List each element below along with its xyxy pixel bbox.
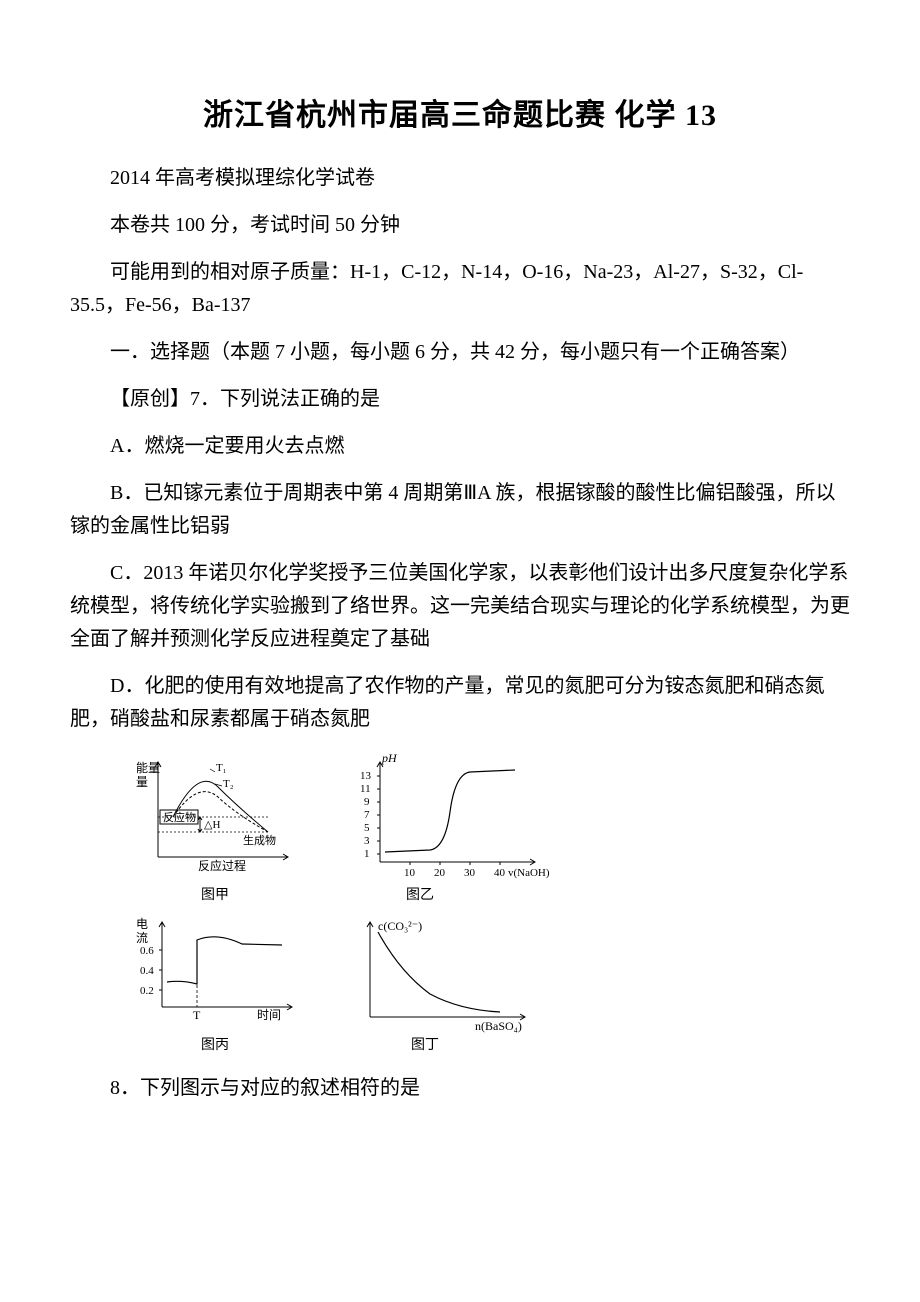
chart-jia-deltaH: △H	[204, 819, 220, 831]
svg-text:30: 30	[464, 867, 476, 879]
svg-text:3: 3	[364, 835, 370, 847]
chart-jia-t2: T₂	[223, 778, 234, 790]
svg-text:0.4: 0.4	[140, 965, 154, 977]
chart-ding: c(CO₃²⁻) n(BaSO₄) 图丁	[350, 914, 550, 1054]
exam-info-line2: 本卷共 100 分，考试时间 50 分钟	[70, 209, 850, 242]
chart-yi: pH 1 3 5 7 9 11 13 10	[350, 754, 550, 904]
chart-jia-t1: T₁	[216, 762, 227, 774]
chart-row-2: 电 流 0.2 0.4 0.6 T 时间	[130, 914, 850, 1054]
svg-text:0.2: 0.2	[140, 985, 154, 997]
chart-jia-xlabel: 反应过程	[198, 858, 246, 873]
svg-text:流: 流	[136, 931, 148, 945]
chart-bing-T: T	[193, 1008, 201, 1022]
svg-text:5: 5	[364, 822, 370, 834]
chart-yi-ylabel: pH	[381, 754, 398, 765]
chart-row-1: 能量 量 反应物 △H	[130, 754, 850, 904]
svg-text:13: 13	[360, 770, 372, 782]
svg-text:1: 1	[364, 848, 370, 860]
chart-yi-svg: pH 1 3 5 7 9 11 13 10	[350, 754, 550, 884]
chart-yi-xticks: 10 20 30 40	[404, 862, 506, 879]
svg-text:电: 电	[136, 917, 148, 931]
chart-bing-svg: 电 流 0.2 0.4 0.6 T 时间	[130, 914, 300, 1034]
section-1-heading: 一．选择题（本题 7 小题，每小题 6 分，共 42 分，每小题只有一个正确答案…	[70, 336, 850, 369]
chart-ding-xlabel: n(BaSO₄)	[475, 1019, 522, 1033]
charts-grid: 能量 量 反应物 △H	[130, 754, 850, 1054]
doc-title: 浙江省杭州市届高三命题比赛 化学 13	[70, 90, 850, 134]
chart-jia-products: 生成物	[243, 833, 276, 847]
chart-jia-ylabel: 能量	[136, 761, 160, 775]
question-8: 8．下列图示与对应的叙述相符的是	[70, 1072, 850, 1105]
question-7: 【原创】7．下列说法正确的是	[70, 383, 850, 416]
document-page: 浙江省杭州市届高三命题比赛 化学 13 2014 年高考模拟理综化学试卷 本卷共…	[0, 0, 920, 1179]
chart-ding-svg: c(CO₃²⁻) n(BaSO₄)	[350, 914, 550, 1034]
option-7a: A．燃烧一定要用火去点燃	[70, 430, 850, 463]
chart-jia: 能量 量 反应物 △H	[130, 754, 300, 904]
chart-yi-caption: 图乙	[290, 884, 550, 904]
chart-yi-yticks: 1 3 5 7 9 11 13	[360, 770, 380, 860]
svg-text:9: 9	[364, 796, 370, 808]
svg-text:量: 量	[136, 775, 148, 789]
option-7d: D．化肥的使用有效地提高了农作物的产量，常见的氮肥可分为铵态氮肥和硝态氮肥，硝酸…	[70, 670, 850, 736]
svg-text:10: 10	[404, 867, 416, 879]
atomic-masses: 可能用到的相对原子质量：H-1，C-12，N-14，O-16，Na-23，Al-…	[70, 256, 850, 322]
chart-yi-xlabel: v(NaOH)(ml)	[508, 867, 550, 879]
chart-bing-caption: 图丙	[130, 1034, 300, 1054]
svg-text:20: 20	[434, 867, 446, 879]
chart-jia-svg: 能量 量 反应物 △H	[130, 754, 300, 884]
svg-text:40: 40	[494, 867, 506, 879]
chart-bing-xlabel: 时间	[257, 1008, 281, 1022]
chart-bing-yticks: 0.2 0.4 0.6	[140, 945, 162, 997]
svg-text:0.6: 0.6	[140, 945, 154, 957]
chart-ding-caption: 图丁	[300, 1034, 550, 1054]
svg-text:7: 7	[364, 809, 370, 821]
option-7c: C．2013 年诺贝尔化学奖授予三位美国化学家，以表彰他们设计出多尺度复杂化学系…	[70, 557, 850, 656]
chart-jia-caption: 图甲	[130, 884, 300, 904]
chart-ding-ylabel: c(CO₃²⁻)	[378, 919, 422, 933]
option-7b: B．已知镓元素位于周期表中第 4 周期第ⅢA 族，根据镓酸的酸性比偏铝酸强，所以…	[70, 477, 850, 543]
svg-text:11: 11	[360, 783, 371, 795]
exam-info-line1: 2014 年高考模拟理综化学试卷	[70, 162, 850, 195]
chart-bing: 电 流 0.2 0.4 0.6 T 时间	[130, 914, 300, 1054]
